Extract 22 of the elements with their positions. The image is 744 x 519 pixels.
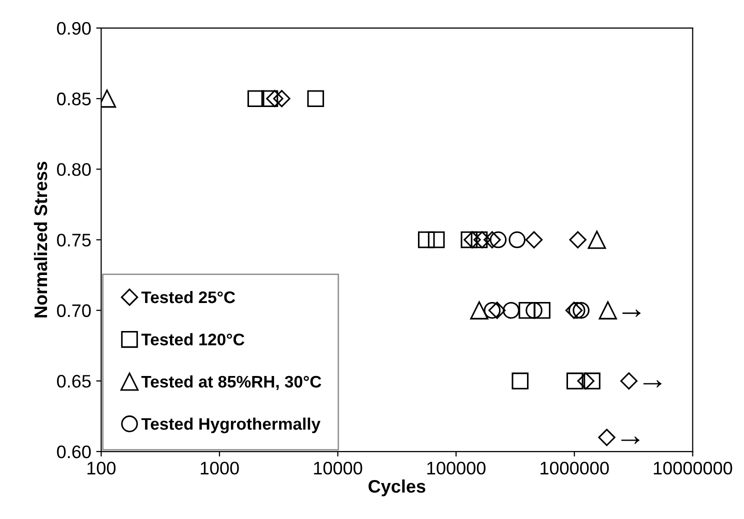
x-tick-label: 10000000 — [654, 462, 732, 475]
x-tick-label: 1000000 — [540, 462, 609, 475]
x-axis-title: Cycles — [368, 479, 426, 496]
annotation: → — [622, 310, 641, 317]
annotation: → — [621, 436, 640, 444]
legend-label: Tested at 85%RH, 30°C — [141, 375, 322, 390]
y-tick-label: 0.70 — [57, 304, 91, 318]
x-tick-label: 10000 — [314, 462, 362, 475]
legend-label: Tested 25°C — [141, 290, 236, 304]
x-tick-label: 100000 — [427, 462, 486, 475]
legend-label: Tested Hygrothermally — [141, 418, 320, 434]
y-tick-label: 0.65 — [57, 374, 91, 388]
y-tick-label: 0.60 — [57, 445, 91, 458]
y-tick-label: 0.85 — [57, 92, 91, 106]
annotation: → — [643, 380, 662, 388]
legend-label: Tested 120°C — [141, 333, 244, 346]
y-axis-title: Normalized Stress — [34, 162, 48, 318]
y-tick-label: 0.75 — [57, 234, 91, 246]
y-tick-label: 0.80 — [57, 163, 91, 176]
x-tick-label: 100 — [88, 462, 116, 475]
y-tick-label: 0.90 — [57, 22, 91, 35]
x-tick-label: 1000 — [200, 462, 239, 475]
